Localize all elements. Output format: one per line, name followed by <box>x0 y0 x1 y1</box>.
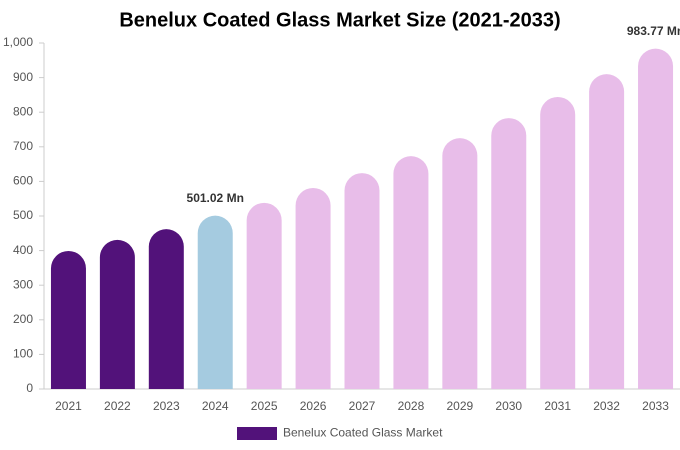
x-tick-label: 2028 <box>398 399 425 413</box>
x-tick-label: 2030 <box>495 399 522 413</box>
y-tick-label: 600 <box>13 174 33 188</box>
x-tick-label: 2031 <box>544 399 571 413</box>
y-tick-label: 100 <box>13 347 33 361</box>
x-tick-label: 2023 <box>153 399 180 413</box>
chart-title: Benelux Coated Glass Market Size (2021-2… <box>119 9 560 31</box>
bar <box>638 48 674 390</box>
y-tick-label: 0 <box>26 381 33 395</box>
value-label: 983.77 Mn <box>627 24 680 38</box>
x-tick-label: 2022 <box>104 399 131 413</box>
bar <box>540 96 576 389</box>
bar <box>197 215 233 389</box>
bar <box>589 74 625 389</box>
legend-label: Benelux Coated Glass Market <box>283 426 443 440</box>
y-tick-label: 900 <box>13 70 33 84</box>
bar <box>148 229 184 389</box>
bar <box>295 187 331 389</box>
x-tick-label: 2025 <box>251 399 278 413</box>
x-tick-label: 2027 <box>349 399 376 413</box>
bar <box>99 239 135 389</box>
bar <box>50 250 86 389</box>
y-tick-label: 400 <box>13 243 33 257</box>
x-tick-label: 2026 <box>300 399 327 413</box>
value-label: 501.02 Mn <box>187 191 244 205</box>
bar <box>491 118 527 389</box>
bar <box>246 202 282 389</box>
bar <box>393 156 429 389</box>
x-tick-label: 2029 <box>446 399 473 413</box>
y-tick-label: 300 <box>13 277 33 291</box>
legend-swatch <box>237 427 277 440</box>
y-tick-label: 200 <box>13 312 33 326</box>
y-tick-label: 500 <box>13 208 33 222</box>
y-tick-label: 800 <box>13 104 33 118</box>
bar <box>344 173 380 389</box>
x-tick-label: 2033 <box>642 399 669 413</box>
y-tick-label: 1,000 <box>3 35 33 49</box>
x-tick-label: 2021 <box>55 399 82 413</box>
bar <box>442 138 478 389</box>
y-tick-label: 700 <box>13 139 33 153</box>
x-tick-label: 2024 <box>202 399 229 413</box>
x-tick-label: 2032 <box>593 399 620 413</box>
